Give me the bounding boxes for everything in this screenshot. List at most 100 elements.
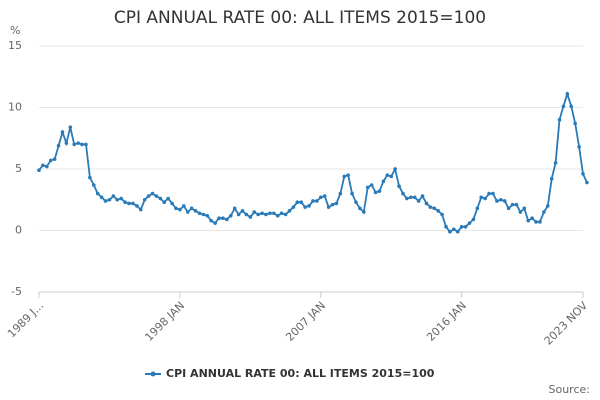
point [569,104,574,109]
point [275,213,280,218]
point [424,201,429,206]
point [495,199,499,203]
point [463,225,468,229]
point [52,157,57,161]
point [459,225,464,229]
point [432,206,437,211]
point [221,216,225,220]
point [76,141,80,145]
point [311,199,315,203]
point [365,185,370,190]
x-tick-label: 1989 J... [5,299,46,340]
point [518,210,523,214]
x-tick-label: 2023 NOV [542,299,591,348]
chart-title: CPI ANNUAL RATE 00: ALL ITEMS 2015=100 [114,8,486,28]
point [111,194,116,198]
point [103,199,108,203]
point [240,209,245,213]
point [393,167,397,171]
point [80,142,84,147]
point [174,206,178,211]
point [283,212,288,217]
point [252,210,257,214]
point [475,206,480,211]
point [295,200,300,205]
point [565,92,570,96]
point [499,197,503,202]
point [412,195,417,200]
point [41,163,45,168]
point [197,211,202,216]
series-line [38,91,588,233]
point [99,195,104,200]
point [185,210,190,214]
point [244,212,249,217]
point [455,229,460,234]
point [248,215,253,219]
point [45,164,49,169]
point [209,218,214,223]
point [299,200,304,205]
point [377,189,382,193]
point [416,199,421,203]
point [334,201,339,206]
point [48,158,53,163]
point [369,183,374,187]
point [514,202,519,207]
point [268,211,272,216]
point [436,209,440,213]
point [506,206,511,211]
point [401,191,405,196]
point [272,211,276,216]
y-tick-label: -5 [11,285,22,298]
point [193,209,198,213]
point [150,191,155,196]
point [170,201,174,206]
point [205,213,210,218]
point [342,174,347,179]
point [573,121,577,126]
point [146,194,151,198]
point [467,221,472,225]
point [452,227,456,232]
point [397,184,401,189]
legend-marker [150,371,156,377]
x-tick-label: 1998 JAN [142,299,187,344]
point [166,196,170,201]
x-tick-label: 2007 JAN [283,299,328,344]
point [318,195,323,200]
point [201,212,206,217]
point [264,212,268,217]
point [542,210,546,214]
point [260,211,264,216]
point [510,202,515,207]
point [420,194,425,198]
point [225,217,229,222]
point [182,204,186,208]
point [534,220,538,224]
point [385,173,390,177]
point [91,183,96,187]
point [135,204,139,208]
point [154,194,159,198]
point [479,195,484,200]
source: Source: [549,383,591,396]
point [491,191,495,196]
point [131,201,135,206]
point [381,179,386,184]
point [408,195,413,200]
point [322,194,327,198]
point [350,191,354,196]
point [158,196,163,201]
point [487,191,491,196]
point [502,199,507,203]
point [549,177,554,181]
point [213,221,217,225]
point [217,216,221,220]
y-unit-label: % [10,24,20,37]
point [256,212,260,217]
point [545,204,550,208]
point [138,207,143,212]
point [56,143,61,148]
